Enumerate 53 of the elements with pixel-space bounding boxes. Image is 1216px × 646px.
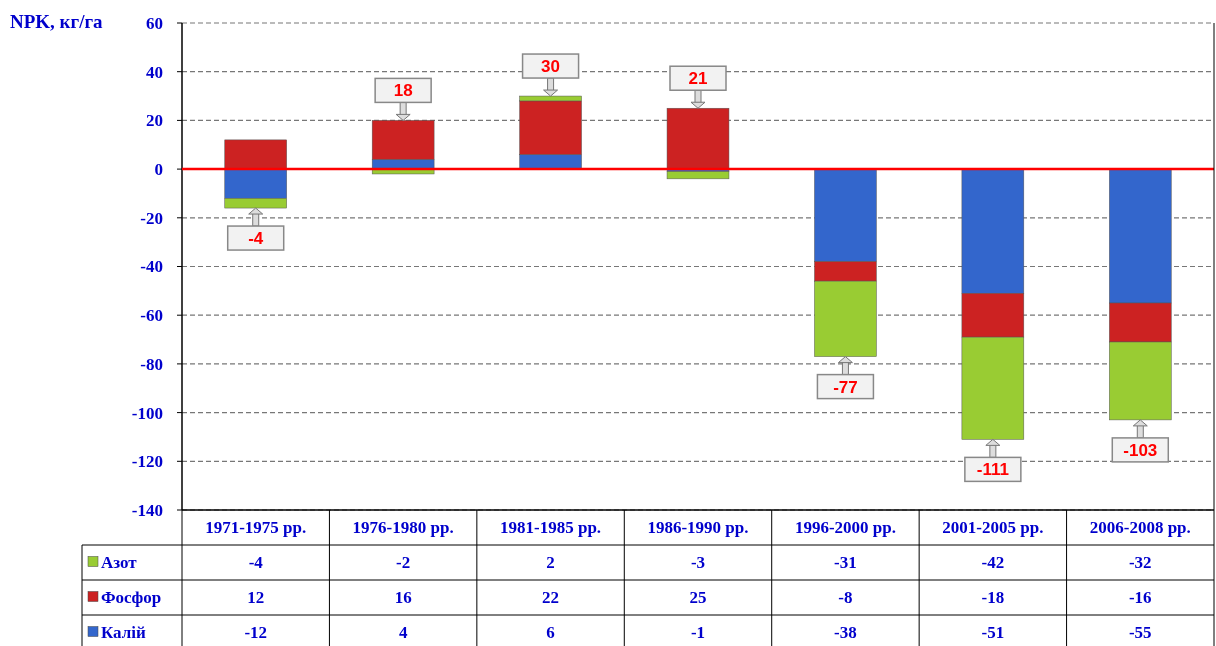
bar — [666, 171, 730, 180]
data-label: -31 — [834, 553, 857, 573]
x-tick-label: 1986-1990 рр. — [647, 518, 749, 538]
y-tick-label: -40 — [140, 257, 163, 277]
data-label: 6 — [546, 623, 555, 643]
bar — [666, 107, 730, 170]
y-tick-label: 40 — [146, 62, 163, 82]
data-label: -42 — [981, 553, 1005, 573]
x-tick-label: 2006-2008 рр. — [1089, 518, 1191, 538]
x-tick-label: 1981-1985 рр. — [500, 518, 602, 538]
legend-label: Калій — [101, 623, 147, 643]
y-tick-label: -140 — [131, 500, 163, 520]
data-label: 4 — [398, 623, 408, 643]
data-label: -51 — [981, 623, 1005, 643]
x-tick-label: 1971-1975 рр. — [205, 518, 307, 538]
y-tick-label: -60 — [140, 306, 163, 326]
data-label: -2 — [396, 553, 411, 573]
data-label: -1 — [690, 623, 706, 643]
data-label: -4 — [248, 553, 264, 573]
total-label: -4 — [248, 229, 264, 249]
data-label: 12 — [247, 588, 265, 608]
data-label: -12 — [244, 623, 268, 643]
y-tick-label: 0 — [154, 160, 163, 180]
y-tick-label: 60 — [146, 13, 163, 33]
data-label: 22 — [542, 588, 560, 608]
data-label: -3 — [690, 553, 706, 573]
legend-label: Фосфор — [101, 588, 162, 608]
data-label: -55 — [1128, 623, 1152, 643]
total-label: -111 — [976, 460, 1009, 480]
legend-label: Азот — [101, 553, 138, 573]
data-label: -38 — [834, 623, 857, 643]
total-label: 21 — [688, 69, 708, 89]
y-tick-label: -120 — [131, 452, 163, 472]
bar — [224, 139, 287, 170]
y-tick-label: 20 — [146, 111, 163, 131]
data-label: -18 — [981, 588, 1005, 608]
data-label: -32 — [1128, 553, 1152, 573]
data-label: 2 — [546, 553, 555, 573]
y-tick-label: -80 — [140, 354, 163, 374]
total-label: -77 — [833, 377, 858, 397]
x-tick-label: 1976-1980 рр. — [352, 518, 454, 538]
data-label: -8 — [838, 588, 853, 608]
total-label: -103 — [1123, 440, 1158, 460]
data-label: 25 — [689, 588, 707, 608]
total-label: 18 — [393, 81, 413, 101]
total-label: 30 — [541, 57, 561, 76]
y-axis-title: NPK, кг/га — [10, 11, 104, 32]
data-label: 16 — [394, 588, 412, 608]
data-label: -16 — [1128, 588, 1152, 608]
y-tick-label: -100 — [131, 403, 163, 423]
x-tick-label: 2001-2005 рр. — [942, 518, 1044, 538]
x-tick-label: 1996-2000 рр. — [794, 518, 896, 538]
y-tick-label: -20 — [140, 208, 163, 228]
